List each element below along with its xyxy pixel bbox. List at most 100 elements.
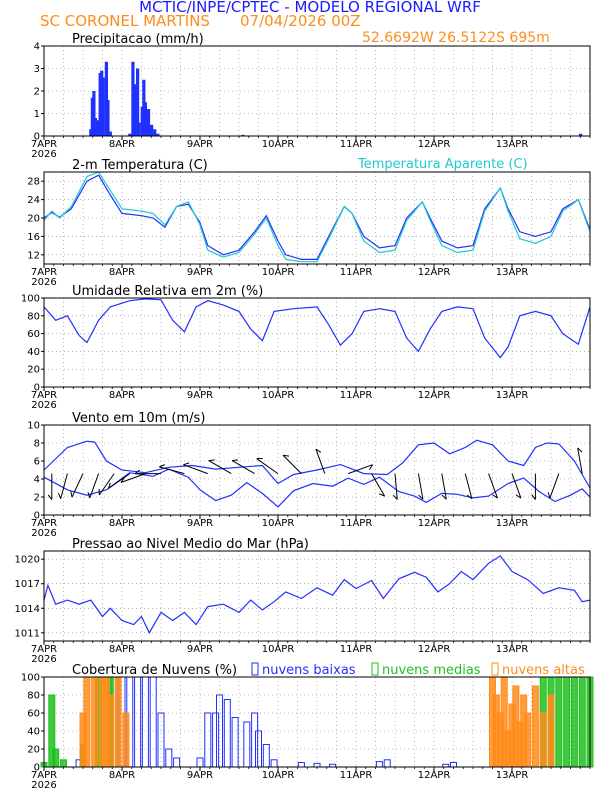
- x-tick-label: 13APR: [496, 518, 529, 529]
- y-tick-label: 80: [27, 691, 40, 702]
- precip-bar: [108, 131, 112, 136]
- y-tick-label: 3: [34, 64, 40, 75]
- y-tick-label: 0: [34, 511, 40, 522]
- x-tick-label: 12APR: [418, 770, 451, 781]
- wind-barb-flag: [547, 492, 551, 499]
- cloud-bar: [297, 762, 305, 768]
- wind-barb-flag: [315, 448, 322, 453]
- cloud-bar: [531, 685, 539, 768]
- x-year-label: 2026: [31, 277, 56, 288]
- legend-apparent-temp: Temperatura Aparente (C): [357, 157, 528, 172]
- wind-barb-flag: [378, 493, 385, 497]
- series-line: [43, 439, 591, 489]
- cloud-bar: [212, 712, 220, 768]
- x-tick-label: 13APR: [496, 139, 529, 150]
- cloud-bar: [223, 699, 231, 768]
- cloud-bar: [555, 676, 563, 768]
- wind-barb: [488, 473, 498, 499]
- y-tick-label: 0: [34, 383, 40, 394]
- precip-bar: [131, 61, 135, 136]
- wind-barb: [577, 447, 583, 474]
- cloud-bar: [52, 748, 60, 768]
- x-tick-label: 12APR: [418, 267, 451, 278]
- series-line: [43, 468, 591, 508]
- y-tick-label: 16: [27, 232, 40, 243]
- x-tick-label: 10APR: [262, 139, 295, 150]
- y-tick-label: 20: [27, 214, 40, 225]
- x-year-label: 2026: [31, 528, 56, 539]
- cloud-bar: [243, 721, 251, 768]
- precip-bar: [153, 129, 157, 136]
- run-label: 07/04/2026 00Z: [240, 12, 361, 30]
- coords-label: 52.6692W 26.5122S 695m: [362, 30, 550, 46]
- legend-low-clouds-swatch: [251, 662, 259, 676]
- wind-barb-flag: [57, 492, 62, 499]
- cloud-bar: [578, 676, 586, 768]
- cloud-bar: [141, 676, 149, 768]
- y-tick-label: 6: [34, 457, 40, 468]
- wind-barb-flag: [418, 494, 424, 500]
- precip-bar: [128, 133, 132, 136]
- y-tick-label: 80: [27, 311, 40, 322]
- wind-barb: [208, 460, 232, 475]
- wind-barb-flag: [120, 477, 125, 483]
- cloud-bar: [251, 712, 259, 768]
- x-tick-label: 8APR: [109, 139, 135, 150]
- y-tick-label: 4: [34, 475, 40, 486]
- series-line: [43, 171, 591, 263]
- x-tick-label: 8APR: [109, 390, 135, 401]
- cloud-bar: [149, 676, 157, 768]
- wind-barb-flag: [87, 492, 91, 499]
- precip-bar: [106, 100, 110, 136]
- wind-barb-flag: [108, 482, 111, 489]
- y-tick-label: 20: [27, 365, 40, 376]
- cloud-bar: [122, 712, 130, 768]
- model-title: MCTIC/INPE/CPTEC - MODELO REGIONAL WRF: [139, 0, 481, 16]
- wind-barb: [256, 458, 279, 475]
- y-tick-label: 1011: [15, 628, 40, 639]
- header: MCTIC/INPE/CPTEC - MODELO REGIONAL WRF S…: [0, 0, 612, 44]
- y-tick-label: 0: [34, 763, 40, 774]
- series-line: [43, 298, 591, 359]
- precip-bar: [146, 109, 151, 136]
- cloud-bar: [375, 761, 383, 768]
- precip-bar: [143, 102, 147, 136]
- cloud-bar: [262, 744, 270, 768]
- x-tick-label: 9APR: [187, 644, 213, 655]
- series-line: [43, 174, 591, 260]
- wind-barb-flag: [577, 447, 583, 453]
- panel-title: Precipitacao (mm/h): [72, 32, 204, 47]
- wind-barb: [348, 464, 373, 475]
- panel-frame: [43, 45, 591, 137]
- precip-bar: [136, 68, 140, 136]
- wind-barb: [464, 473, 473, 499]
- legend-high-clouds-swatch: [491, 662, 499, 676]
- x-tick-label: 10APR: [262, 770, 295, 781]
- cloud-bar: [563, 676, 571, 768]
- panel-frame: [43, 171, 591, 265]
- panel-frame: [43, 424, 591, 516]
- precip-bar: [93, 118, 98, 136]
- cloud-bar: [450, 762, 457, 768]
- x-tick-label: 13APR: [496, 644, 529, 655]
- wind-barb: [417, 473, 424, 500]
- x-tick-label: 7APR: [31, 518, 57, 529]
- x-tick-label: 10APR: [262, 267, 295, 278]
- x-year-label: 2026: [31, 780, 56, 791]
- x-tick-label: 11APR: [340, 267, 373, 278]
- x-tick-label: 8APR: [109, 518, 135, 529]
- y-tick-label: 60: [27, 709, 40, 720]
- x-tick-label: 8APR: [109, 644, 135, 655]
- wind-barb-flag: [515, 494, 522, 499]
- wind-barb-flag: [492, 494, 498, 499]
- y-tick-label: 1017: [15, 579, 40, 590]
- x-tick-label: 7APR: [31, 390, 57, 401]
- wind-barb-flag: [282, 454, 290, 457]
- y-tick-label: 8: [34, 439, 40, 450]
- wind-barb: [394, 473, 398, 500]
- x-tick-label: 10APR: [262, 518, 295, 529]
- cloud-bar: [524, 712, 532, 768]
- cloud-bar: [204, 712, 212, 768]
- y-tick-label: 2: [34, 493, 40, 504]
- y-tick-label: 100: [21, 673, 40, 684]
